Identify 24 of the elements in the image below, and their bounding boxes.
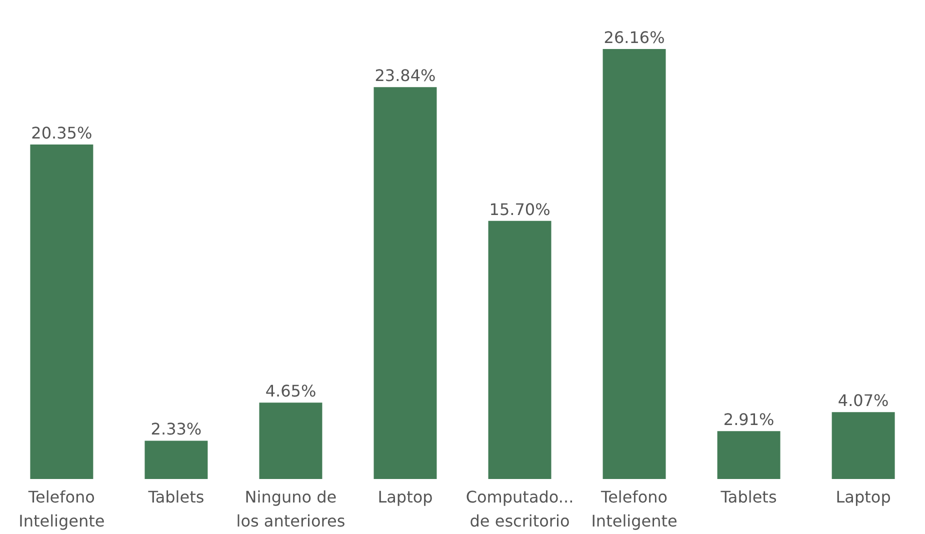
- data-label: 26.16%: [604, 28, 665, 47]
- bar: [30, 144, 94, 479]
- x-tick-label: Laptop: [836, 488, 891, 506]
- x-tick-label: Telefono Inteligente: [591, 488, 678, 530]
- data-label: 4.07%: [838, 391, 889, 410]
- data-label: 20.35%: [31, 124, 92, 142]
- data-label: 15.70%: [489, 200, 550, 219]
- data-label: 4.65%: [265, 382, 316, 401]
- data-label: 23.84%: [374, 66, 436, 86]
- data-label: 2.91%: [723, 410, 774, 430]
- bar: [832, 412, 895, 479]
- data-label: 2.33%: [150, 420, 202, 439]
- x-tick-label: Laptop: [378, 488, 433, 506]
- bar: [717, 431, 780, 479]
- x-tick-label: Tablets: [720, 488, 777, 506]
- x-tick-label: Telefono Inteligente: [18, 488, 105, 530]
- bar: [488, 220, 552, 479]
- x-tick-label: Tablets: [147, 488, 204, 506]
- bar: [374, 87, 437, 479]
- bar: [602, 49, 666, 479]
- bar: [144, 440, 208, 479]
- x-tick-label: Ninguno de los anteriores: [236, 488, 346, 530]
- x-tick-label: Computado... de escritorio: [466, 488, 574, 530]
- bar: [259, 402, 322, 479]
